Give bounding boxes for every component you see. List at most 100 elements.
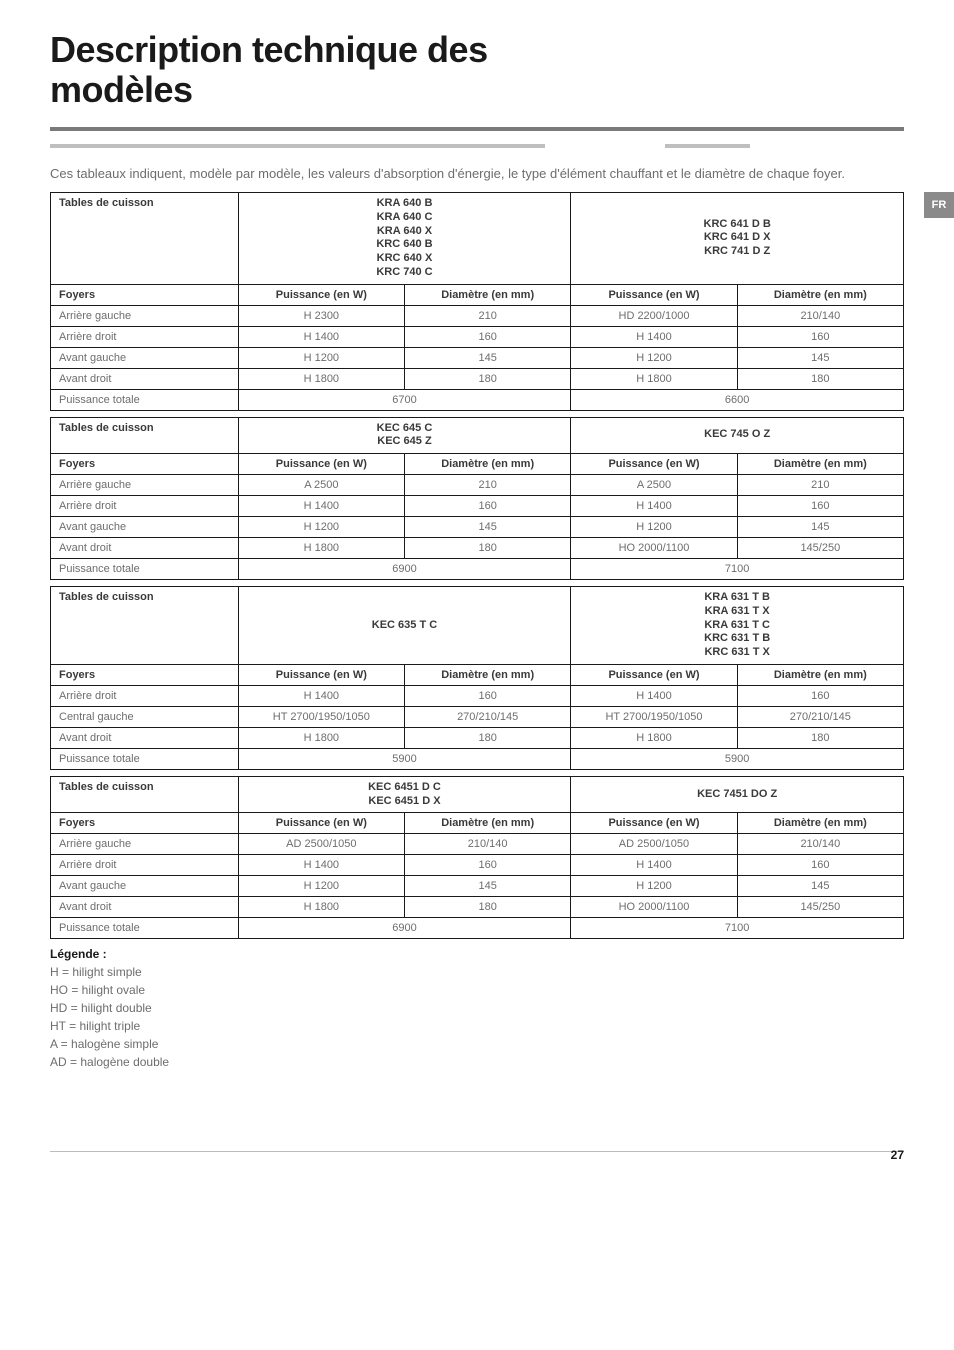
legend-block: Légende : H = hilight simple HO = hiligh… — [50, 945, 904, 1071]
models-left: KEC 635 T C — [238, 587, 571, 665]
cell: 210 — [404, 475, 570, 496]
cell: 180 — [404, 538, 570, 559]
cell: 145 — [404, 517, 570, 538]
row-label: Avant gauche — [51, 517, 239, 538]
legend-title: Légende : — [50, 947, 107, 961]
models-right: KEC 745 O Z — [571, 417, 904, 454]
cell: 180 — [737, 727, 903, 748]
cell: 160 — [404, 855, 570, 876]
hdr-tables: Tables de cuisson — [51, 417, 239, 454]
title-line-2: modèles — [50, 69, 193, 110]
cell: HD 2200/1000 — [571, 305, 737, 326]
hdr-pw-r: Puissance (en W) — [571, 454, 737, 475]
hdr-dm-l: Diamètre (en mm) — [404, 284, 570, 305]
cell: H 1800 — [571, 368, 737, 389]
hdr-dm-r: Diamètre (en mm) — [737, 454, 903, 475]
cell: 270/210/145 — [404, 706, 570, 727]
legend-line: HD = hilight double — [50, 1001, 152, 1015]
total-l: 6900 — [238, 918, 571, 939]
cell: 145/250 — [737, 538, 903, 559]
hdr-pw-l: Puissance (en W) — [238, 454, 404, 475]
cell: H 1200 — [571, 347, 737, 368]
spec-table-3: Tables de cuisson KEC 635 T C KRA 631 T … — [50, 586, 904, 770]
hdr-pw-r: Puissance (en W) — [571, 284, 737, 305]
hdr-pw-r: Puissance (en W) — [571, 813, 737, 834]
hdr-dm-r: Diamètre (en mm) — [737, 284, 903, 305]
cell: H 1400 — [238, 855, 404, 876]
models-left: KEC 6451 D C KEC 6451 D X — [238, 776, 571, 813]
cell: HT 2700/1950/1050 — [238, 706, 404, 727]
hdr-pw-l: Puissance (en W) — [238, 813, 404, 834]
row-label: Arrière droit — [51, 326, 239, 347]
total-label: Puissance totale — [51, 748, 239, 769]
row-label: Arrière gauche — [51, 475, 239, 496]
hdr-tables: Tables de cuisson — [51, 776, 239, 813]
cell: 145 — [737, 517, 903, 538]
cell: H 1800 — [571, 727, 737, 748]
cell: 180 — [404, 897, 570, 918]
hdr-dm-l: Diamètre (en mm) — [404, 664, 570, 685]
cell: AD 2500/1050 — [238, 834, 404, 855]
cell: 145/250 — [737, 897, 903, 918]
cell: 210 — [404, 305, 570, 326]
row-label: Avant droit — [51, 538, 239, 559]
cell: H 2300 — [238, 305, 404, 326]
cell: 160 — [737, 496, 903, 517]
row-label: Avant droit — [51, 897, 239, 918]
cell: 210 — [737, 475, 903, 496]
row-label: Arrière droit — [51, 496, 239, 517]
hdr-foyers: Foyers — [51, 284, 239, 305]
cell: HT 2700/1950/1050 — [571, 706, 737, 727]
row-label: Avant droit — [51, 368, 239, 389]
row-label: Arrière gauche — [51, 834, 239, 855]
cell: 160 — [737, 855, 903, 876]
row-label: Arrière droit — [51, 855, 239, 876]
total-r: 7100 — [571, 559, 904, 580]
row-label: Avant droit — [51, 727, 239, 748]
cell: H 1400 — [571, 685, 737, 706]
cell: 145 — [737, 876, 903, 897]
total-l: 6900 — [238, 559, 571, 580]
total-l: 6700 — [238, 389, 571, 410]
cell: 270/210/145 — [737, 706, 903, 727]
legend-line: A = halogène simple — [50, 1037, 158, 1051]
cell: HO 2000/1100 — [571, 897, 737, 918]
cell: H 1400 — [238, 496, 404, 517]
page-title: Description technique des modèles — [50, 30, 904, 109]
hdr-dm-l: Diamètre (en mm) — [404, 813, 570, 834]
cell: H 1400 — [238, 685, 404, 706]
hdr-foyers: Foyers — [51, 454, 239, 475]
page-number: 27 — [891, 1148, 904, 1162]
cell: H 1200 — [238, 347, 404, 368]
total-r: 5900 — [571, 748, 904, 769]
models-right: KEC 7451 DO Z — [571, 776, 904, 813]
cell: 180 — [404, 727, 570, 748]
cell: 145 — [404, 347, 570, 368]
title-rule — [50, 127, 904, 139]
cell: H 1200 — [238, 876, 404, 897]
models-right: KRC 641 D B KRC 641 D X KRC 741 D Z — [571, 193, 904, 285]
row-label: Avant gauche — [51, 347, 239, 368]
hdr-pw-l: Puissance (en W) — [238, 664, 404, 685]
hdr-dm-r: Diamètre (en mm) — [737, 813, 903, 834]
models-left: KRA 640 B KRA 640 C KRA 640 X KRC 640 B … — [238, 193, 571, 285]
row-label: Arrière droit — [51, 685, 239, 706]
hdr-pw-l: Puissance (en W) — [238, 284, 404, 305]
spec-table-4: Tables de cuisson KEC 6451 D C KEC 6451 … — [50, 776, 904, 940]
cell: H 1800 — [238, 368, 404, 389]
cell: H 1400 — [571, 326, 737, 347]
cell: 180 — [404, 368, 570, 389]
cell: HO 2000/1100 — [571, 538, 737, 559]
cell: 160 — [404, 685, 570, 706]
total-label: Puissance totale — [51, 559, 239, 580]
cell: H 1200 — [238, 517, 404, 538]
cell: AD 2500/1050 — [571, 834, 737, 855]
hdr-foyers: Foyers — [51, 813, 239, 834]
cell: A 2500 — [571, 475, 737, 496]
total-r: 6600 — [571, 389, 904, 410]
cell: 210/140 — [737, 834, 903, 855]
cell: A 2500 — [238, 475, 404, 496]
language-tab: FR — [924, 192, 954, 218]
cell: 160 — [737, 326, 903, 347]
cell: H 1800 — [238, 727, 404, 748]
